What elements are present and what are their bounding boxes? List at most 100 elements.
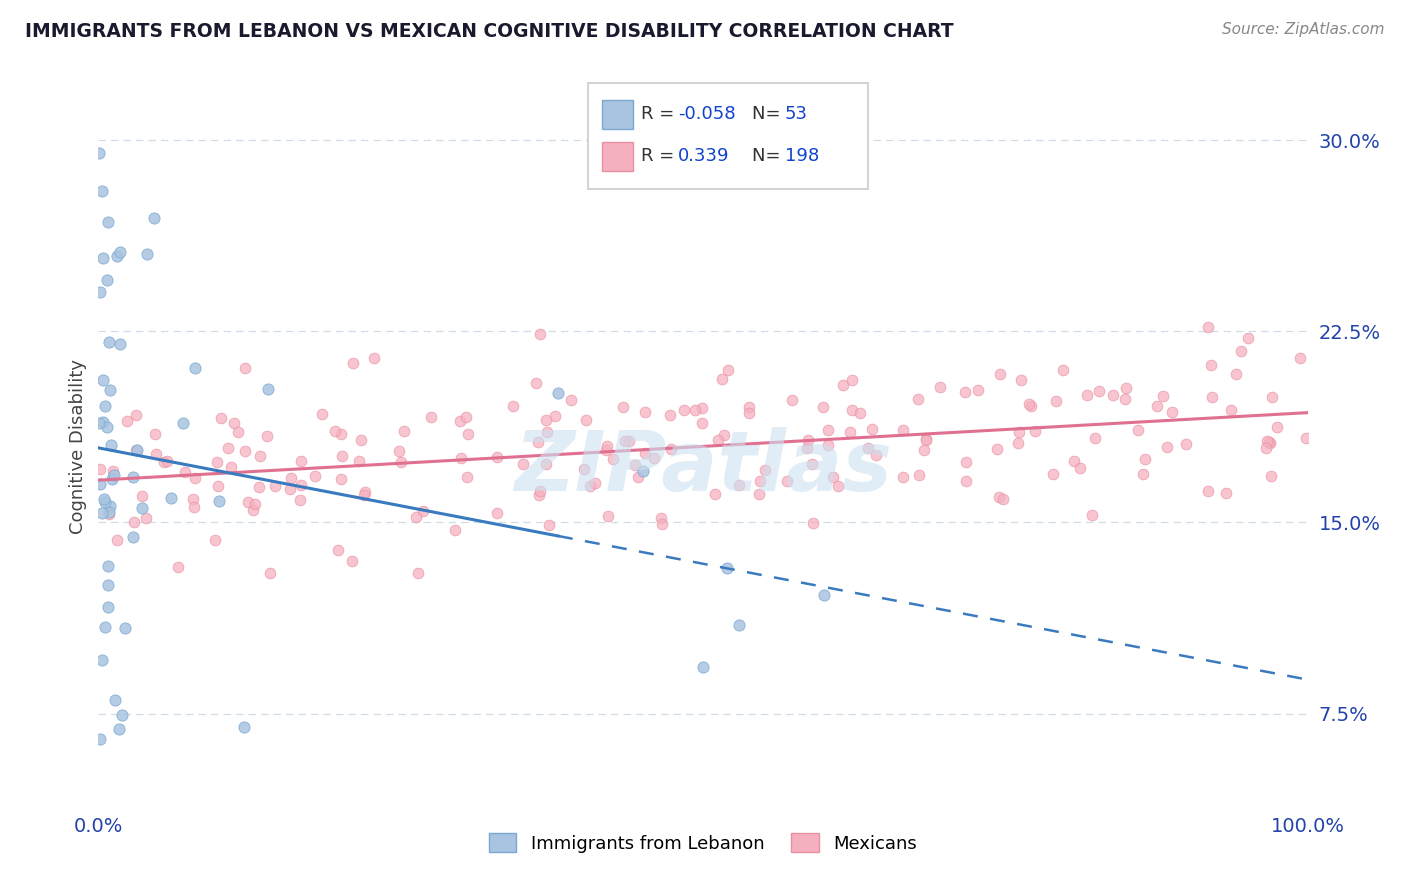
Point xyxy=(242,502,264,516)
Text: 0.339: 0.339 xyxy=(678,147,730,165)
Point xyxy=(710,372,733,386)
Point xyxy=(107,722,129,736)
Point xyxy=(749,474,772,488)
Point xyxy=(238,494,260,508)
Point xyxy=(350,433,373,447)
Point xyxy=(90,506,112,520)
Point xyxy=(728,477,751,491)
Point xyxy=(891,469,914,483)
Point xyxy=(205,455,228,469)
Point xyxy=(290,453,312,467)
Text: -0.058: -0.058 xyxy=(678,105,735,123)
Text: 198: 198 xyxy=(785,147,818,165)
Text: ZIPatlas: ZIPatlas xyxy=(515,427,891,508)
Legend: Immigrants from Lebanon, Mexicans: Immigrants from Lebanon, Mexicans xyxy=(481,824,925,862)
Point xyxy=(813,588,835,602)
Point xyxy=(907,392,929,407)
Point xyxy=(247,480,270,494)
Point xyxy=(865,448,887,462)
Point xyxy=(330,471,353,485)
Point xyxy=(486,450,509,464)
Point xyxy=(406,566,429,581)
Point xyxy=(104,693,127,707)
Point xyxy=(217,441,239,455)
Point xyxy=(94,399,117,413)
Point xyxy=(534,457,557,471)
Point xyxy=(547,386,569,401)
Point xyxy=(405,510,427,524)
Point xyxy=(233,361,256,376)
Point xyxy=(529,483,551,498)
Point xyxy=(1265,420,1288,434)
Point xyxy=(953,384,976,399)
Point xyxy=(122,530,145,544)
Point xyxy=(91,251,114,265)
Point xyxy=(94,620,117,634)
Point xyxy=(256,382,278,396)
Point xyxy=(988,367,1011,381)
Point xyxy=(1010,373,1032,387)
Point xyxy=(690,401,713,415)
Point xyxy=(596,509,619,524)
Point xyxy=(631,464,654,478)
Point xyxy=(801,516,824,530)
Point xyxy=(1152,389,1174,403)
Point xyxy=(596,439,619,453)
Point xyxy=(304,468,326,483)
Point xyxy=(142,211,165,226)
Point xyxy=(527,488,550,502)
Point xyxy=(420,409,443,424)
Point xyxy=(90,184,112,198)
Point xyxy=(612,400,634,414)
Point xyxy=(839,425,862,439)
Point xyxy=(1237,331,1260,345)
Point xyxy=(98,500,121,514)
Point xyxy=(183,500,205,514)
Point xyxy=(526,435,548,450)
Point xyxy=(707,433,730,447)
Point xyxy=(841,372,863,386)
Point xyxy=(1197,484,1219,499)
Point xyxy=(449,414,471,428)
Point xyxy=(108,244,131,259)
Point xyxy=(1261,390,1284,404)
Point xyxy=(775,475,797,489)
Point xyxy=(856,442,879,456)
Point xyxy=(659,442,682,456)
Point xyxy=(986,442,1008,456)
Point xyxy=(617,434,640,448)
Point xyxy=(1084,431,1107,445)
Point xyxy=(1042,467,1064,481)
Point xyxy=(534,412,557,426)
Point xyxy=(1052,363,1074,377)
Point xyxy=(354,485,377,500)
Point xyxy=(127,442,149,457)
Point xyxy=(98,505,121,519)
Point xyxy=(817,437,839,451)
Point xyxy=(93,491,115,506)
Text: R =: R = xyxy=(641,147,681,165)
Point xyxy=(823,469,845,483)
Point xyxy=(1008,425,1031,439)
Point xyxy=(290,492,312,507)
Point xyxy=(323,424,346,438)
Point xyxy=(111,707,134,722)
Point xyxy=(131,489,153,503)
Point xyxy=(204,533,226,547)
Point xyxy=(208,494,231,508)
Point xyxy=(259,566,281,581)
Point xyxy=(114,621,136,635)
Point xyxy=(692,659,714,673)
Point xyxy=(232,720,254,734)
Point xyxy=(1219,402,1241,417)
Point xyxy=(1161,405,1184,419)
Point xyxy=(1230,343,1253,358)
Text: 53: 53 xyxy=(785,105,807,123)
Point xyxy=(290,477,312,491)
Point xyxy=(1260,469,1282,483)
Point xyxy=(672,403,695,417)
Point xyxy=(181,492,204,507)
Point xyxy=(131,500,153,515)
Point xyxy=(536,425,558,440)
Point xyxy=(167,559,190,574)
